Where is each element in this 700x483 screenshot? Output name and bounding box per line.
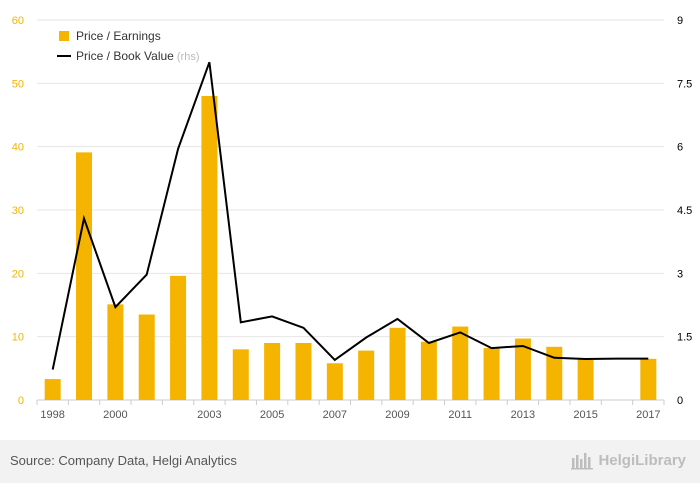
x-tick-label: 2003 — [197, 409, 221, 421]
y-right-tick-label: 1.5 — [677, 332, 692, 344]
x-tick-label: 2007 — [323, 409, 347, 421]
x-tick-label: 2017 — [636, 409, 660, 421]
y-right-tick-label: 9 — [677, 15, 683, 27]
x-tick-label: 2015 — [573, 409, 597, 421]
pe-bar — [232, 349, 249, 400]
y-left-tick-label: 10 — [12, 332, 24, 344]
pe-bar — [138, 314, 155, 400]
pe-bar — [514, 338, 531, 400]
y-right-tick-label: 7.5 — [677, 78, 692, 90]
y-left-tick-label: 60 — [12, 15, 24, 27]
legend-label-pe: Price / Earnings — [76, 29, 161, 43]
y-left-tick-label: 0 — [18, 395, 24, 407]
x-tick-label: 2000 — [103, 409, 127, 421]
footer: Source: Company Data, Helgi Analytics He… — [0, 440, 700, 483]
pe-bar — [326, 363, 343, 400]
x-tick-label: 1998 — [40, 409, 64, 421]
pe-bar — [452, 326, 469, 400]
pe-bar — [295, 343, 312, 400]
y-right-tick-label: 6 — [677, 142, 683, 154]
y-left-tick-label: 50 — [12, 78, 24, 90]
y-right-tick-label: 0 — [677, 395, 683, 407]
y-left-tick-label: 30 — [12, 205, 24, 217]
pe-bar — [107, 304, 124, 400]
x-tick-label: 2011 — [448, 409, 472, 421]
pe-bar — [44, 379, 61, 400]
legend-rhs-note: (rhs) — [174, 51, 200, 63]
y-right-tick-label: 4.5 — [677, 205, 692, 217]
library-logo-icon — [571, 453, 594, 470]
pe-bar — [640, 358, 657, 400]
pe-bar — [483, 348, 500, 400]
source-text: Source: Company Data, Helgi Analytics — [10, 453, 237, 468]
y-right-tick-label: 3 — [677, 268, 683, 280]
legend-swatch-pe — [59, 31, 69, 41]
chart: 0 10 20 30 40 50 60 0 1.5 3 4.5 6 7.5 9 1998 2000 2003 20… — [12, 15, 693, 421]
pe-bar — [577, 358, 594, 400]
pe-bar — [546, 346, 563, 400]
pe-bar — [358, 350, 375, 400]
x-tick-label: 2013 — [511, 409, 535, 421]
pbv-line — [51, 61, 649, 370]
pe-bar — [420, 341, 437, 400]
pe-bar — [389, 327, 406, 400]
pe-bar — [264, 343, 281, 400]
x-tick-label: 2009 — [385, 409, 409, 421]
brand-name: HelgiLibrary — [598, 451, 686, 469]
legend-label-pbv: Price / Book Value (rhs) — [76, 49, 200, 63]
brand-logo: HelgiLibrary — [571, 450, 686, 470]
pe-bar — [170, 275, 187, 400]
x-tick-label: 2005 — [260, 409, 284, 421]
pe-bar — [76, 152, 93, 400]
pe-bar — [201, 96, 218, 400]
y-left-tick-label: 40 — [12, 142, 24, 154]
y-left-tick-label: 20 — [12, 268, 24, 280]
